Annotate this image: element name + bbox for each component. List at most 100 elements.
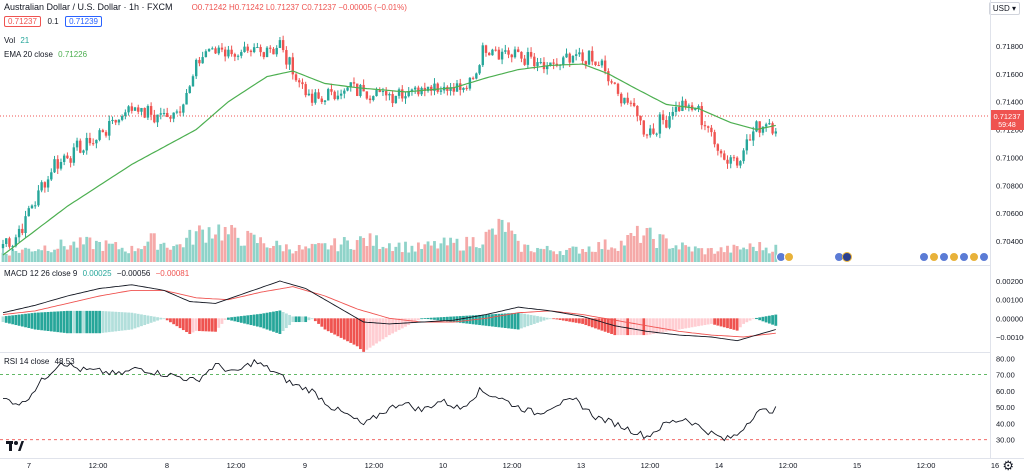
volume-bar [613, 248, 617, 262]
ema-legend[interactable]: EMA 20 close 0.71226 [4, 50, 90, 59]
volume-bar [368, 233, 372, 262]
flag-icon[interactable] [969, 252, 979, 262]
volume-bar [272, 245, 275, 262]
candle-body [471, 77, 475, 79]
candle-body [140, 107, 143, 112]
volume-bar [503, 231, 507, 262]
candle [140, 107, 143, 116]
candle [459, 78, 462, 96]
volume-bar [288, 249, 291, 262]
flag-icon[interactable] [929, 252, 939, 262]
macd-histogram-bar [159, 317, 163, 320]
volume-bar [587, 246, 591, 262]
macd-histogram-bar [265, 312, 269, 330]
candle [407, 87, 410, 98]
volume-bar [198, 225, 201, 262]
volume-bar [516, 240, 520, 262]
flag-icon[interactable] [842, 252, 852, 262]
flag-icon[interactable] [979, 252, 989, 262]
macd-histogram-bar [104, 311, 108, 333]
price-tick-label: 0.71800 [996, 42, 1023, 51]
candle [397, 87, 401, 99]
candle [82, 149, 85, 155]
macd-histogram-bar [407, 318, 411, 326]
candle [372, 95, 375, 102]
volume-legend[interactable]: Vol 21 [4, 36, 32, 45]
flag-icon[interactable] [939, 252, 949, 262]
volume-bar [346, 240, 349, 262]
price-tick-label: 0.71200 [996, 126, 1023, 135]
time-tick-label: 12:00 [779, 461, 798, 470]
macd-histogram-bar [532, 315, 536, 324]
candle-body [481, 45, 484, 66]
macd-histogram-bar [681, 318, 684, 329]
currency-button[interactable]: USD ▾ [988, 2, 1020, 15]
volume-bar [262, 243, 266, 262]
volume-bar [111, 243, 114, 262]
candle-body [201, 57, 204, 64]
macd-histogram-bar [536, 316, 539, 323]
candle [314, 89, 317, 105]
macd-histogram-bar [442, 317, 446, 321]
macd-histogram-bar [301, 316, 304, 323]
candle-body [82, 150, 85, 153]
macd-histogram-bar [114, 311, 118, 332]
candle-body [375, 90, 378, 97]
macd-histogram-bar [613, 318, 617, 336]
candle [5, 238, 8, 247]
macd-histogram-bar [330, 318, 333, 333]
candle [739, 160, 742, 169]
candle [623, 97, 626, 105]
macd-legend[interactable]: MACD 12 26 close 9 0.00025 −0.00056 −0.0… [4, 269, 192, 278]
candle [597, 61, 600, 67]
macd-histogram-bar [484, 314, 488, 326]
macd-histogram-bar [606, 318, 610, 333]
candle [510, 53, 513, 63]
sell-button[interactable]: 0.71237 [4, 16, 41, 27]
macd-histogram-bar [416, 318, 420, 320]
volume-bar [8, 255, 11, 262]
candle [468, 77, 472, 91]
macd-histogram-bar [69, 310, 73, 334]
buy-button[interactable]: 0.71239 [65, 16, 102, 27]
volume-bar [230, 225, 234, 262]
candle [517, 46, 520, 53]
candle [394, 95, 398, 104]
candle-body [404, 96, 407, 99]
volume-bar [465, 236, 469, 262]
volume-bar [632, 235, 636, 262]
macd-histogram-bar [642, 318, 646, 336]
macd-histogram-bar [710, 318, 713, 324]
rsi-legend[interactable]: RSI 14 close 48.53 [4, 357, 78, 366]
candle-body [130, 106, 133, 111]
macd-histogram-bar [169, 318, 172, 323]
candle [478, 64, 481, 75]
macd-histogram-bar [610, 318, 613, 334]
volume-bar [577, 253, 581, 262]
volume-bar [278, 245, 282, 262]
macd-histogram-bar [233, 316, 237, 322]
candle [330, 83, 333, 96]
candle-body [188, 86, 191, 93]
volume-bar [652, 238, 655, 262]
candle-body [758, 121, 761, 133]
symbol-title[interactable]: Australian Dollar / U.S. Dollar · 1h · F… [4, 2, 173, 12]
flag-icon[interactable] [959, 252, 969, 262]
candle-body [259, 46, 262, 53]
macd-histogram-bar [75, 310, 79, 334]
settings-gear-icon[interactable]: ⚙ [1002, 458, 1014, 473]
candle-body [114, 119, 117, 123]
flag-icon[interactable] [949, 252, 959, 262]
candle [658, 112, 662, 139]
volume-bar [120, 247, 124, 262]
macd-histogram-bar [375, 318, 378, 344]
candle-body [397, 89, 401, 96]
volume-bar [149, 233, 153, 262]
volume-bar [664, 238, 668, 262]
flag-icon[interactable] [784, 252, 794, 262]
tradingview-logo-icon[interactable] [6, 440, 24, 452]
flag-icon[interactable] [919, 252, 929, 262]
macd-histogram-bar [706, 318, 710, 325]
volume-bar [14, 250, 18, 262]
